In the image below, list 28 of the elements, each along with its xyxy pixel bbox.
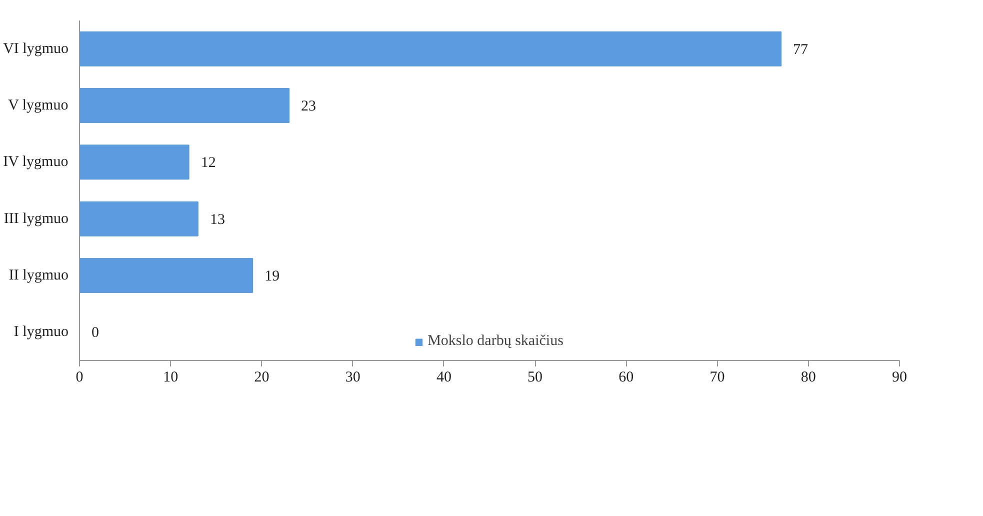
x-tick-label: 70 xyxy=(710,370,725,386)
x-tick-label: 10 xyxy=(163,370,178,386)
data-label: 0 xyxy=(92,325,99,342)
y-tick-label: VI lygmuo xyxy=(3,40,69,57)
bar xyxy=(80,31,782,66)
bar xyxy=(80,88,290,123)
x-tick-label: 0 xyxy=(76,370,84,386)
x-tick-label: 20 xyxy=(254,370,270,386)
x-tick-label: 30 xyxy=(345,370,360,386)
bar xyxy=(80,258,254,293)
data-label: 12 xyxy=(200,155,216,172)
y-tick-label: III lygmuo xyxy=(4,210,69,227)
x-tick-label: 90 xyxy=(892,370,907,386)
x-tick-label: 50 xyxy=(528,370,543,386)
y-tick-label: IV lygmuo xyxy=(3,154,68,170)
data-label: 23 xyxy=(301,98,316,114)
data-label: 77 xyxy=(793,42,809,58)
y-tick-label: V lygmuo xyxy=(8,98,68,114)
x-tick-label: 40 xyxy=(436,370,452,386)
x-tick-label: 60 xyxy=(618,370,634,386)
data-label: 13 xyxy=(210,212,225,228)
legend-label: Mokslo darbų skaičius xyxy=(428,333,564,350)
data-label: 19 xyxy=(264,268,280,284)
y-tick-label: II lygmuo xyxy=(8,268,69,284)
bar xyxy=(80,201,198,236)
x-tick-label: 80 xyxy=(800,370,816,386)
y-tick-label: I lygmuo xyxy=(14,324,69,340)
bar xyxy=(80,144,190,180)
